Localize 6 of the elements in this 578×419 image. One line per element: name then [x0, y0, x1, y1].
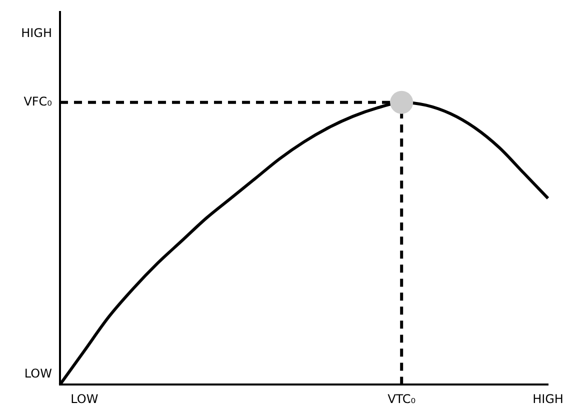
x-tick-label: HIGH: [532, 392, 564, 406]
text: HIGH: [21, 26, 52, 40]
text: VFC₀: [24, 94, 52, 108]
x-tick-label: LOW: [70, 392, 98, 406]
x-tick-label: VTC₀: [388, 392, 416, 406]
text: LOW: [24, 366, 52, 381]
